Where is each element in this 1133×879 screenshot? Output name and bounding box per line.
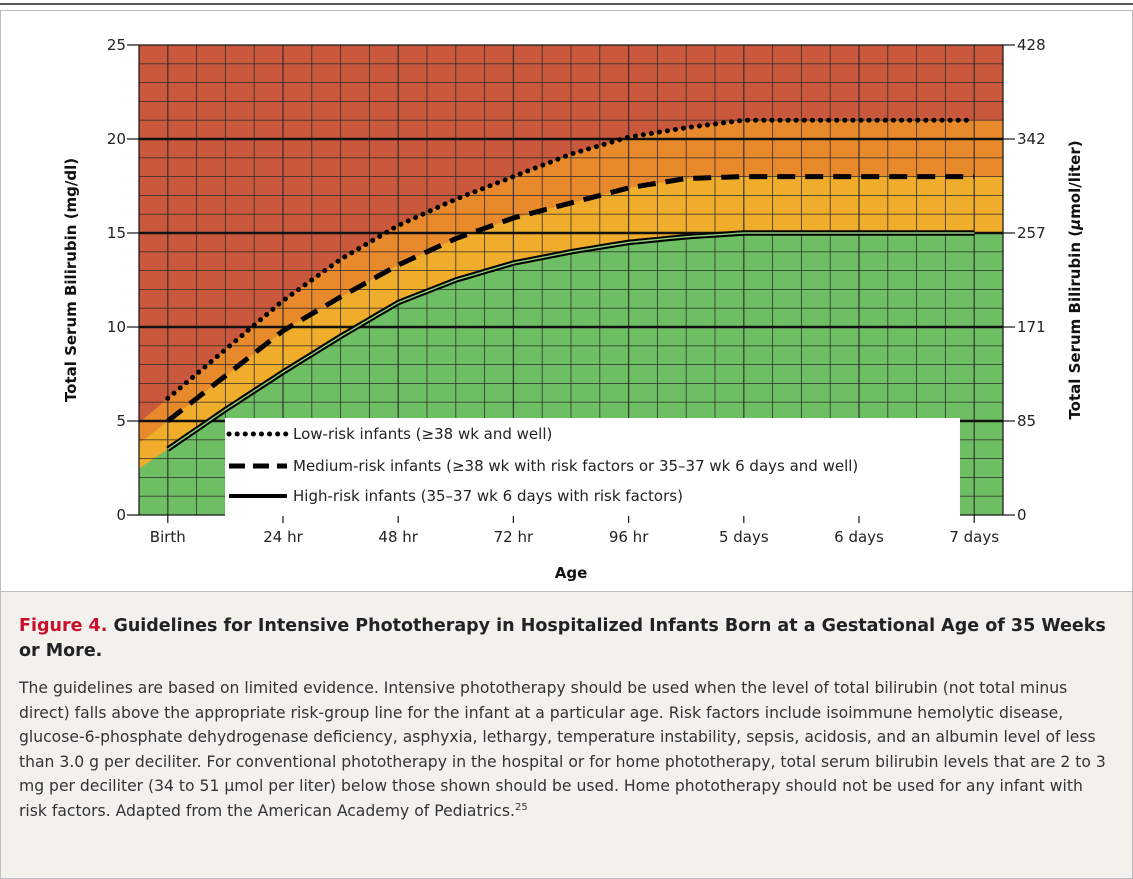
caption-body-text: The guidelines are based on limited evid…	[19, 679, 1106, 820]
x-tick-label: 72 hr	[494, 528, 534, 546]
figure-caption-body: The guidelines are based on limited evid…	[19, 676, 1114, 824]
top-rule	[0, 3, 1133, 5]
x-tick-label: 48 hr	[378, 528, 418, 546]
y-tick-label: 20	[107, 130, 126, 148]
caption-panel: Figure 4. Guidelines for Intensive Photo…	[0, 592, 1133, 879]
figure-title-text: Guidelines for Intensive Phototherapy in…	[19, 616, 1106, 661]
y2-tick-label: 0	[1017, 506, 1027, 524]
y2-axis-title: Total Serum Bilirubin (μmol/liter)	[1066, 140, 1084, 419]
y-tick-label: 5	[116, 412, 126, 430]
legend-entry: Low-risk infants (≥38 wk and well)	[293, 425, 552, 443]
figure-label: Figure 4.	[19, 616, 108, 636]
legend-box	[225, 418, 960, 516]
x-axis-title: Age	[555, 564, 588, 582]
legend-entry: Medium-risk infants (≥38 wk with risk fa…	[293, 457, 858, 475]
y-tick-label: 10	[107, 318, 126, 336]
y-tick-label: 0	[116, 506, 126, 524]
x-tick-label: 6 days	[834, 528, 884, 546]
legend-entry: High-risk infants (35–37 wk 6 days with …	[293, 487, 683, 505]
y2-tick-label: 257	[1017, 224, 1046, 242]
x-tick-label: 5 days	[719, 528, 769, 546]
y-axis-title: Total Serum Bilirubin (mg/dl)	[62, 158, 80, 402]
low-risk-line	[165, 117, 977, 401]
x-tick-label: 7 days	[949, 528, 999, 546]
high-risk-line-inner	[167, 232, 975, 450]
y2-axis-title-mu: μ	[1066, 219, 1084, 231]
y2-tick-label: 342	[1017, 130, 1046, 148]
y2-tick-label: 428	[1017, 36, 1046, 54]
medium-risk-line	[166, 174, 975, 423]
y-tick-label: 25	[107, 36, 126, 54]
y2-axis-title-suffix: mol/liter)	[1066, 140, 1084, 218]
x-tick-label: 96 hr	[609, 528, 649, 546]
x-tick-label: Birth	[150, 528, 186, 546]
y2-tick-label: 171	[1017, 318, 1046, 336]
y-tick-label: 15	[107, 224, 126, 242]
phototherapy-chart: 0 5 10 15 20 25 0 85 171 257 342 428 Birth 24 hr 48 hr…	[62, 36, 1084, 582]
caption-reference: 25	[514, 801, 528, 813]
y2-tick-label: 85	[1017, 412, 1036, 430]
y2-axis-title-prefix: Total Serum Bilirubin (	[1066, 230, 1084, 420]
x-tick-label: 24 hr	[263, 528, 303, 546]
figure-title: Figure 4. Guidelines for Intensive Photo…	[19, 614, 1109, 664]
